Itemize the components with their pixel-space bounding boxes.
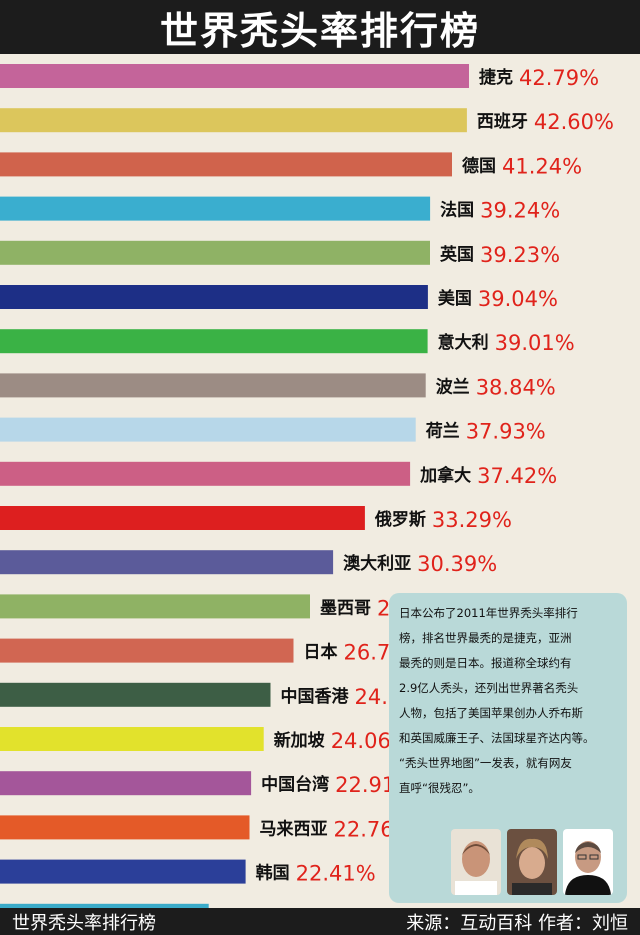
bar-label-12: 澳大利亚	[343, 553, 411, 574]
bar-label-9: 荷兰	[426, 421, 460, 442]
bar-label-3: 德国	[462, 155, 496, 176]
bar-label-16: 新加坡	[274, 730, 325, 751]
bar-value-1: 42.79%	[519, 66, 599, 90]
bar-6	[0, 285, 428, 309]
bar-label-1: 捷克	[479, 67, 513, 88]
note-text: 日本公布了2011年世界秃头率排行 榜，排名世界最秃的是捷克，亚洲 最秃的则是日…	[399, 606, 595, 795]
portrait-photo-1	[451, 829, 501, 895]
bar-label-4: 法国	[440, 200, 474, 221]
bar-12	[0, 550, 334, 575]
note-box: 日本公布了2011年世界秃头率排行 榜，排名世界最秃的是捷克，亚洲 最秃的则是日…	[389, 593, 627, 903]
bar-14	[0, 638, 294, 663]
bar-13	[0, 594, 310, 619]
page-title: 世界秃头率排行榜	[0, 0, 640, 54]
bar-value-12: 30.39%	[417, 552, 497, 576]
bar-11	[0, 506, 365, 530]
bar-label-18: 马来西亚	[260, 818, 328, 839]
bar-3	[0, 152, 452, 177]
bar-label-8: 波兰	[436, 376, 470, 397]
bar-4	[0, 196, 431, 221]
bar-label-7: 意大利	[438, 332, 489, 353]
bar-16	[0, 727, 264, 751]
bar-value-11: 33.29%	[432, 508, 512, 532]
bar-1	[0, 64, 469, 88]
bar-label-13: 墨西哥	[320, 598, 371, 618]
bar-value-6: 39.04%	[478, 287, 558, 311]
portrait-photo-2	[507, 829, 557, 895]
bar-label-10: 加拿大	[419, 465, 471, 486]
bar-label-20: 中国上海	[219, 907, 287, 908]
footer: 世界秃头率排行榜 来源：互动百科 作者：刘恒	[0, 908, 640, 935]
bar-label-15: 中国香港	[281, 686, 350, 707]
bar-label-14: 日本	[304, 642, 338, 663]
portrait-photo-3	[563, 829, 613, 895]
bar-label-2: 西班牙	[477, 112, 528, 132]
bar-value-8: 38.84%	[476, 375, 556, 399]
photo-strip	[451, 829, 613, 895]
bar-value-3: 41.24%	[502, 154, 582, 178]
bar-label-11: 俄罗斯	[374, 509, 426, 530]
bar-label-17: 中国台湾	[261, 774, 329, 795]
bar-value-19: 22.41%	[296, 862, 376, 886]
bar-9	[0, 417, 416, 442]
bar-18	[0, 815, 250, 840]
bar-19	[0, 859, 246, 884]
bar-8	[0, 373, 426, 398]
bar-15	[0, 682, 271, 707]
bar-17	[0, 771, 252, 796]
bar-value-2: 42.60%	[534, 110, 614, 134]
bar-value-7: 39.01%	[495, 331, 575, 355]
bar-5	[0, 240, 430, 265]
bar-label-6: 美国	[438, 288, 472, 309]
bar-value-20: 19.04%	[293, 906, 373, 908]
bar-value-10: 37.42%	[477, 464, 557, 488]
bar-value-9: 37.93%	[466, 420, 546, 444]
footer-source: 来源：互动百科 作者：刘恒	[406, 912, 628, 934]
bar-10	[0, 461, 411, 486]
bar-value-5: 39.23%	[480, 243, 560, 267]
bar-label-19: 韩国	[256, 863, 290, 884]
bar-7	[0, 329, 428, 354]
bar-label-5: 英国	[440, 244, 474, 265]
bar-value-4: 39.24%	[480, 199, 560, 223]
bar-20	[0, 903, 209, 908]
bar-2	[0, 108, 467, 133]
footer-title: 世界秃头率排行榜	[12, 912, 156, 934]
